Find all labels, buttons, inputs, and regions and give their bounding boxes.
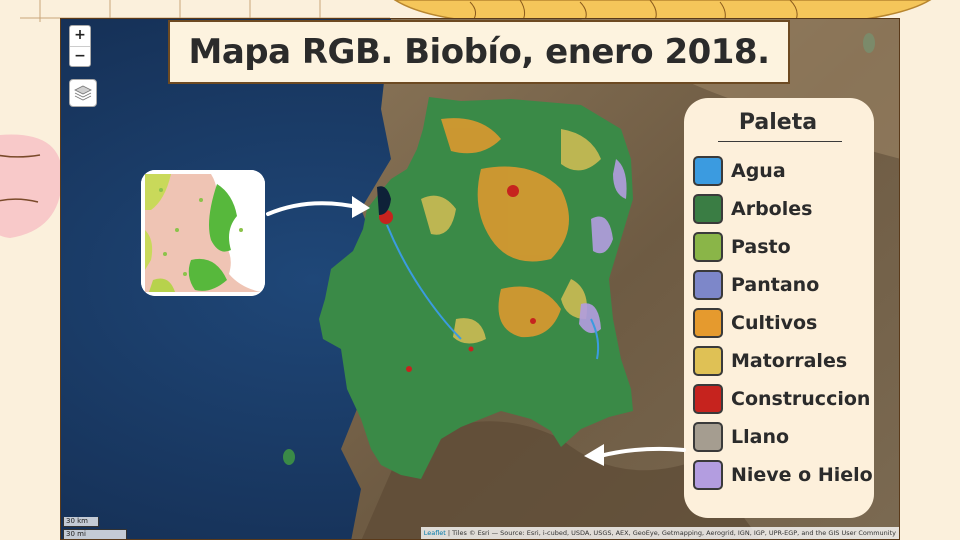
legend-item: Construccion xyxy=(692,380,870,418)
page-title: Mapa RGB. Biobío, enero 2018. xyxy=(188,32,770,72)
legend-label: Matorrales xyxy=(731,350,848,372)
legend-swatch xyxy=(693,346,723,376)
legend-item: Agua xyxy=(692,152,864,190)
inset-thumbnail xyxy=(141,170,265,296)
scale-km: 30 km xyxy=(63,517,99,527)
legend-divider xyxy=(718,141,842,142)
legend-panel: Paleta Agua Arboles Pasto Pantano Cultivos Ma… xyxy=(684,98,874,518)
legend-swatch xyxy=(693,232,723,262)
legend-items: Agua Arboles Pasto Pantano Cultivos Matorrale… xyxy=(692,152,873,494)
legend-swatch xyxy=(693,194,723,224)
zoom-out-button[interactable]: − xyxy=(70,46,90,66)
attribution-text: | Tiles © Esri — Source: Esri, i-cubed, … xyxy=(445,529,896,537)
legend-label: Pantano xyxy=(731,274,820,296)
legend-label: Construccion xyxy=(731,388,871,410)
legend-swatch xyxy=(693,384,723,414)
legend-item: Matorrales xyxy=(692,342,864,380)
zoom-in-button[interactable]: + xyxy=(74,27,86,43)
inset-map-detail xyxy=(141,170,265,296)
legend-label: Pasto xyxy=(731,236,791,258)
legend-label: Cultivos xyxy=(731,312,818,334)
legend-item: Pasto xyxy=(692,228,864,266)
legend-swatch xyxy=(693,308,723,338)
legend-swatch xyxy=(693,460,723,490)
leaflet-link[interactable]: Leaflet xyxy=(423,529,446,537)
layers-button[interactable] xyxy=(69,79,97,107)
legend-item: Cultivos xyxy=(692,304,864,342)
legend-item: Pantano xyxy=(692,266,864,304)
legend-label: Arboles xyxy=(731,198,813,220)
legend-swatch xyxy=(693,270,723,300)
legend-item: Llano xyxy=(692,418,864,456)
decorative-pink-blob xyxy=(0,134,63,238)
legend-item: Nieve o Hielo xyxy=(692,456,873,494)
map-scale: 30 km 30 mi xyxy=(63,517,127,539)
title-box: Mapa RGB. Biobío, enero 2018. xyxy=(168,20,790,84)
legend-label: Nieve o Hielo xyxy=(731,464,873,486)
legend-label: Llano xyxy=(731,426,790,448)
map-attribution: Leaflet | Tiles © Esri — Source: Esri, i… xyxy=(420,527,899,539)
legend-label: Agua xyxy=(731,160,786,182)
scale-mi: 30 mi xyxy=(63,529,127,539)
zoom-control: + − xyxy=(69,25,91,67)
legend-swatch xyxy=(693,156,723,186)
layers-icon xyxy=(74,85,92,101)
legend-swatch xyxy=(693,422,723,452)
legend-item: Arboles xyxy=(692,190,864,228)
legend-title: Paleta xyxy=(738,110,818,135)
